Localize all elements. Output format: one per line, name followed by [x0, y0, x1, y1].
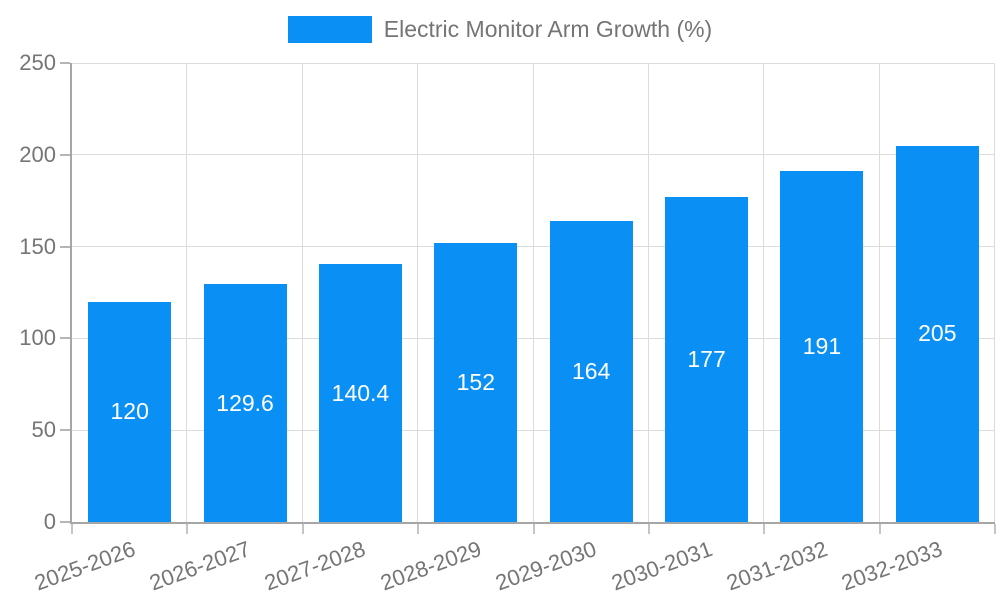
- gridline: [72, 62, 995, 64]
- gridline: [994, 63, 995, 522]
- x-axis-tick: [878, 524, 881, 534]
- bar: 129.6: [203, 284, 287, 522]
- x-axis-tick: [417, 524, 420, 534]
- y-axis-tick: [60, 337, 70, 340]
- y-axis-label: 50: [31, 417, 56, 443]
- bar-value-label: 191: [802, 333, 842, 360]
- x-axis-tick: [71, 524, 73, 534]
- y-axis-tick: [60, 153, 70, 156]
- gridline: [417, 63, 419, 522]
- legend: Electric Monitor Arm Growth (%): [0, 16, 1000, 43]
- bar: 152: [434, 242, 518, 522]
- legend-swatch-icon: [287, 16, 372, 43]
- y-axis-label: 0: [43, 509, 56, 534]
- bar-value-label: 205: [918, 320, 957, 347]
- y-axis-label: 200: [19, 141, 56, 167]
- gridline: [186, 63, 188, 522]
- y-axis-label: 250: [19, 50, 56, 75]
- gridline: [763, 63, 765, 522]
- x-axis-tick: [301, 524, 304, 534]
- bar-value-label: 177: [687, 346, 726, 373]
- bar-value-label: 152: [456, 368, 495, 395]
- x-axis-tick: [647, 524, 650, 534]
- bar: 140.4: [318, 264, 402, 522]
- bar: 205: [895, 145, 979, 522]
- y-axis-tick: [60, 245, 70, 248]
- bar: 191: [780, 171, 864, 522]
- bar: 120: [88, 301, 172, 522]
- x-axis-tick: [532, 524, 535, 534]
- bar-value-label: 140.4: [331, 379, 390, 406]
- y-axis-label: 150: [19, 233, 56, 259]
- x-axis-tick: [763, 524, 766, 534]
- y-axis-tick: [60, 62, 70, 64]
- gridline: [878, 63, 880, 522]
- x-axis-tick: [186, 524, 189, 534]
- plot-area: 0 50 100 150 200 250 120 129.6 140.4 152 164 177 191…: [19, 50, 996, 595]
- y-axis-tick: [60, 521, 70, 523]
- gridline: [301, 63, 303, 522]
- bar: 177: [665, 197, 749, 522]
- x-axis-tick: [994, 524, 996, 534]
- bar-value-label: 120: [110, 398, 149, 425]
- gridline: [72, 246, 995, 248]
- bar: 164: [549, 220, 633, 522]
- gridline: [647, 63, 649, 522]
- gridline: [72, 429, 995, 431]
- gridline: [72, 154, 995, 156]
- legend-item[interactable]: Electric Monitor Arm Growth (%): [287, 16, 713, 43]
- gridline: [72, 337, 995, 339]
- legend-label: Electric Monitor Arm Growth (%): [383, 16, 713, 42]
- y-axis-label: 100: [19, 325, 56, 351]
- bar-value-label: 164: [572, 357, 611, 384]
- y-axis-tick: [60, 429, 70, 432]
- bar-value-label: 129.6: [216, 389, 274, 416]
- gridline: [532, 63, 534, 522]
